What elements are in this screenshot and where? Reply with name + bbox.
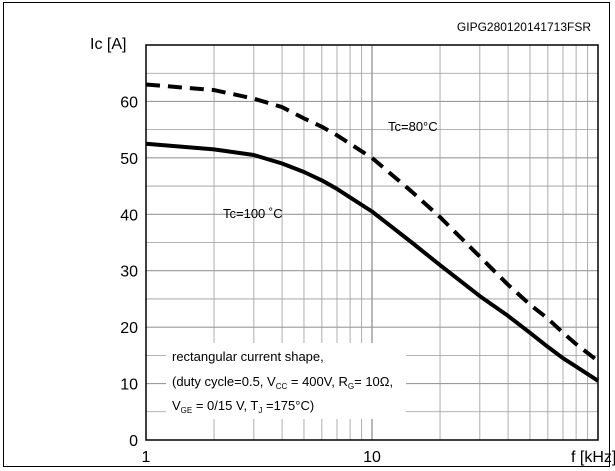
figure-code: GIPG280120141713FSR — [457, 20, 591, 34]
annotation-line-3: VGE = 0/15 V, TJ =175°C) — [172, 398, 314, 415]
x-tick-label: 1 — [142, 449, 151, 466]
plot-area-border — [145, 44, 599, 441]
y-tick-label: 60 — [120, 94, 138, 111]
y-tick-label: 10 — [120, 377, 138, 394]
sub-vcc: CC — [276, 382, 288, 391]
series-label: Tc=100 ˚C — [223, 206, 283, 221]
series-line-tc80 — [145, 82, 600, 363]
y-tick-label: 0 — [129, 433, 138, 450]
series-line-tc100 — [145, 141, 600, 383]
series-layer — [145, 82, 600, 383]
annotation-background — [166, 343, 406, 419]
y-tick-label: 50 — [120, 151, 138, 168]
y-axis-label: Ic [A] — [90, 36, 126, 53]
y-tick-label: 20 — [120, 320, 138, 337]
y-tick-label: 40 — [120, 207, 138, 224]
annotation-line-1: rectangular current shape, — [172, 349, 324, 364]
label-layer: 0 10 20 30 40 50 60 1 10 Tc=80°C Tc=100 ˚C — [120, 94, 437, 466]
x-tick-label: 10 — [363, 449, 381, 466]
series-label: Tc=80°C — [388, 119, 438, 134]
annotation-line-2: (duty cycle=0.5, VCC = 400V, RG= 10Ω, — [172, 374, 393, 391]
annotation-box: rectangular current shape, (duty cycle=0… — [166, 343, 406, 419]
y-tick-label: 30 — [120, 264, 138, 281]
x-axis-label: f [kHz] — [571, 449, 615, 466]
